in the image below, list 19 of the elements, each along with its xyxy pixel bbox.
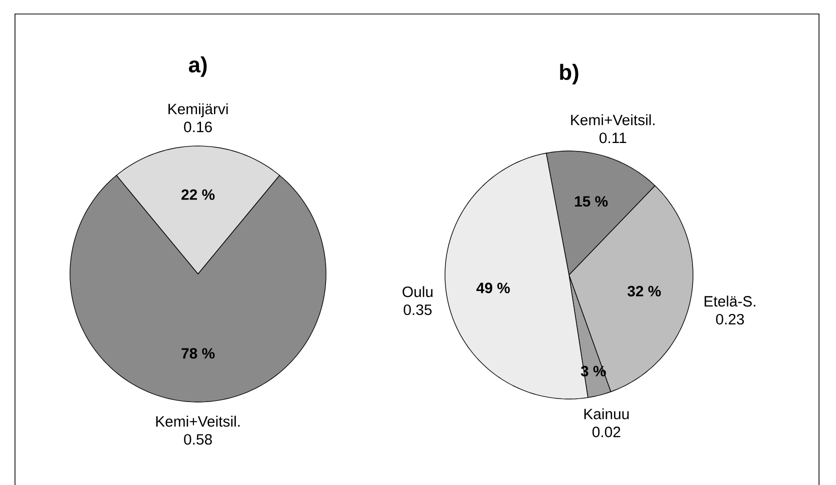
slice-label: Kainuu bbox=[584, 408, 629, 420]
slice-label: Kemi+Veitsil. bbox=[571, 114, 655, 126]
data-label: 22 % bbox=[181, 189, 215, 200]
text: 0.02 bbox=[592, 426, 620, 438]
slice-label: Oulu bbox=[402, 286, 432, 298]
data-label: 15 % bbox=[574, 196, 608, 207]
text: 0.35 bbox=[404, 304, 432, 316]
data-label: 32 % bbox=[627, 286, 661, 296]
slice-label: Kemi+Veitsil. bbox=[156, 416, 240, 427]
chart-title: a) bbox=[188, 56, 207, 77]
data-label: 49 % bbox=[476, 282, 510, 294]
text: 0.58 bbox=[184, 434, 212, 445]
slice-label: Kemijärvi bbox=[168, 103, 228, 118]
chart-title: b) bbox=[560, 64, 578, 84]
text: 0.11 bbox=[600, 132, 626, 144]
text: 0.16 bbox=[184, 122, 212, 132]
slice-label: Etelä-S. bbox=[704, 296, 756, 307]
data-label: 78 % bbox=[182, 348, 215, 359]
text: 0.23 bbox=[716, 314, 744, 325]
